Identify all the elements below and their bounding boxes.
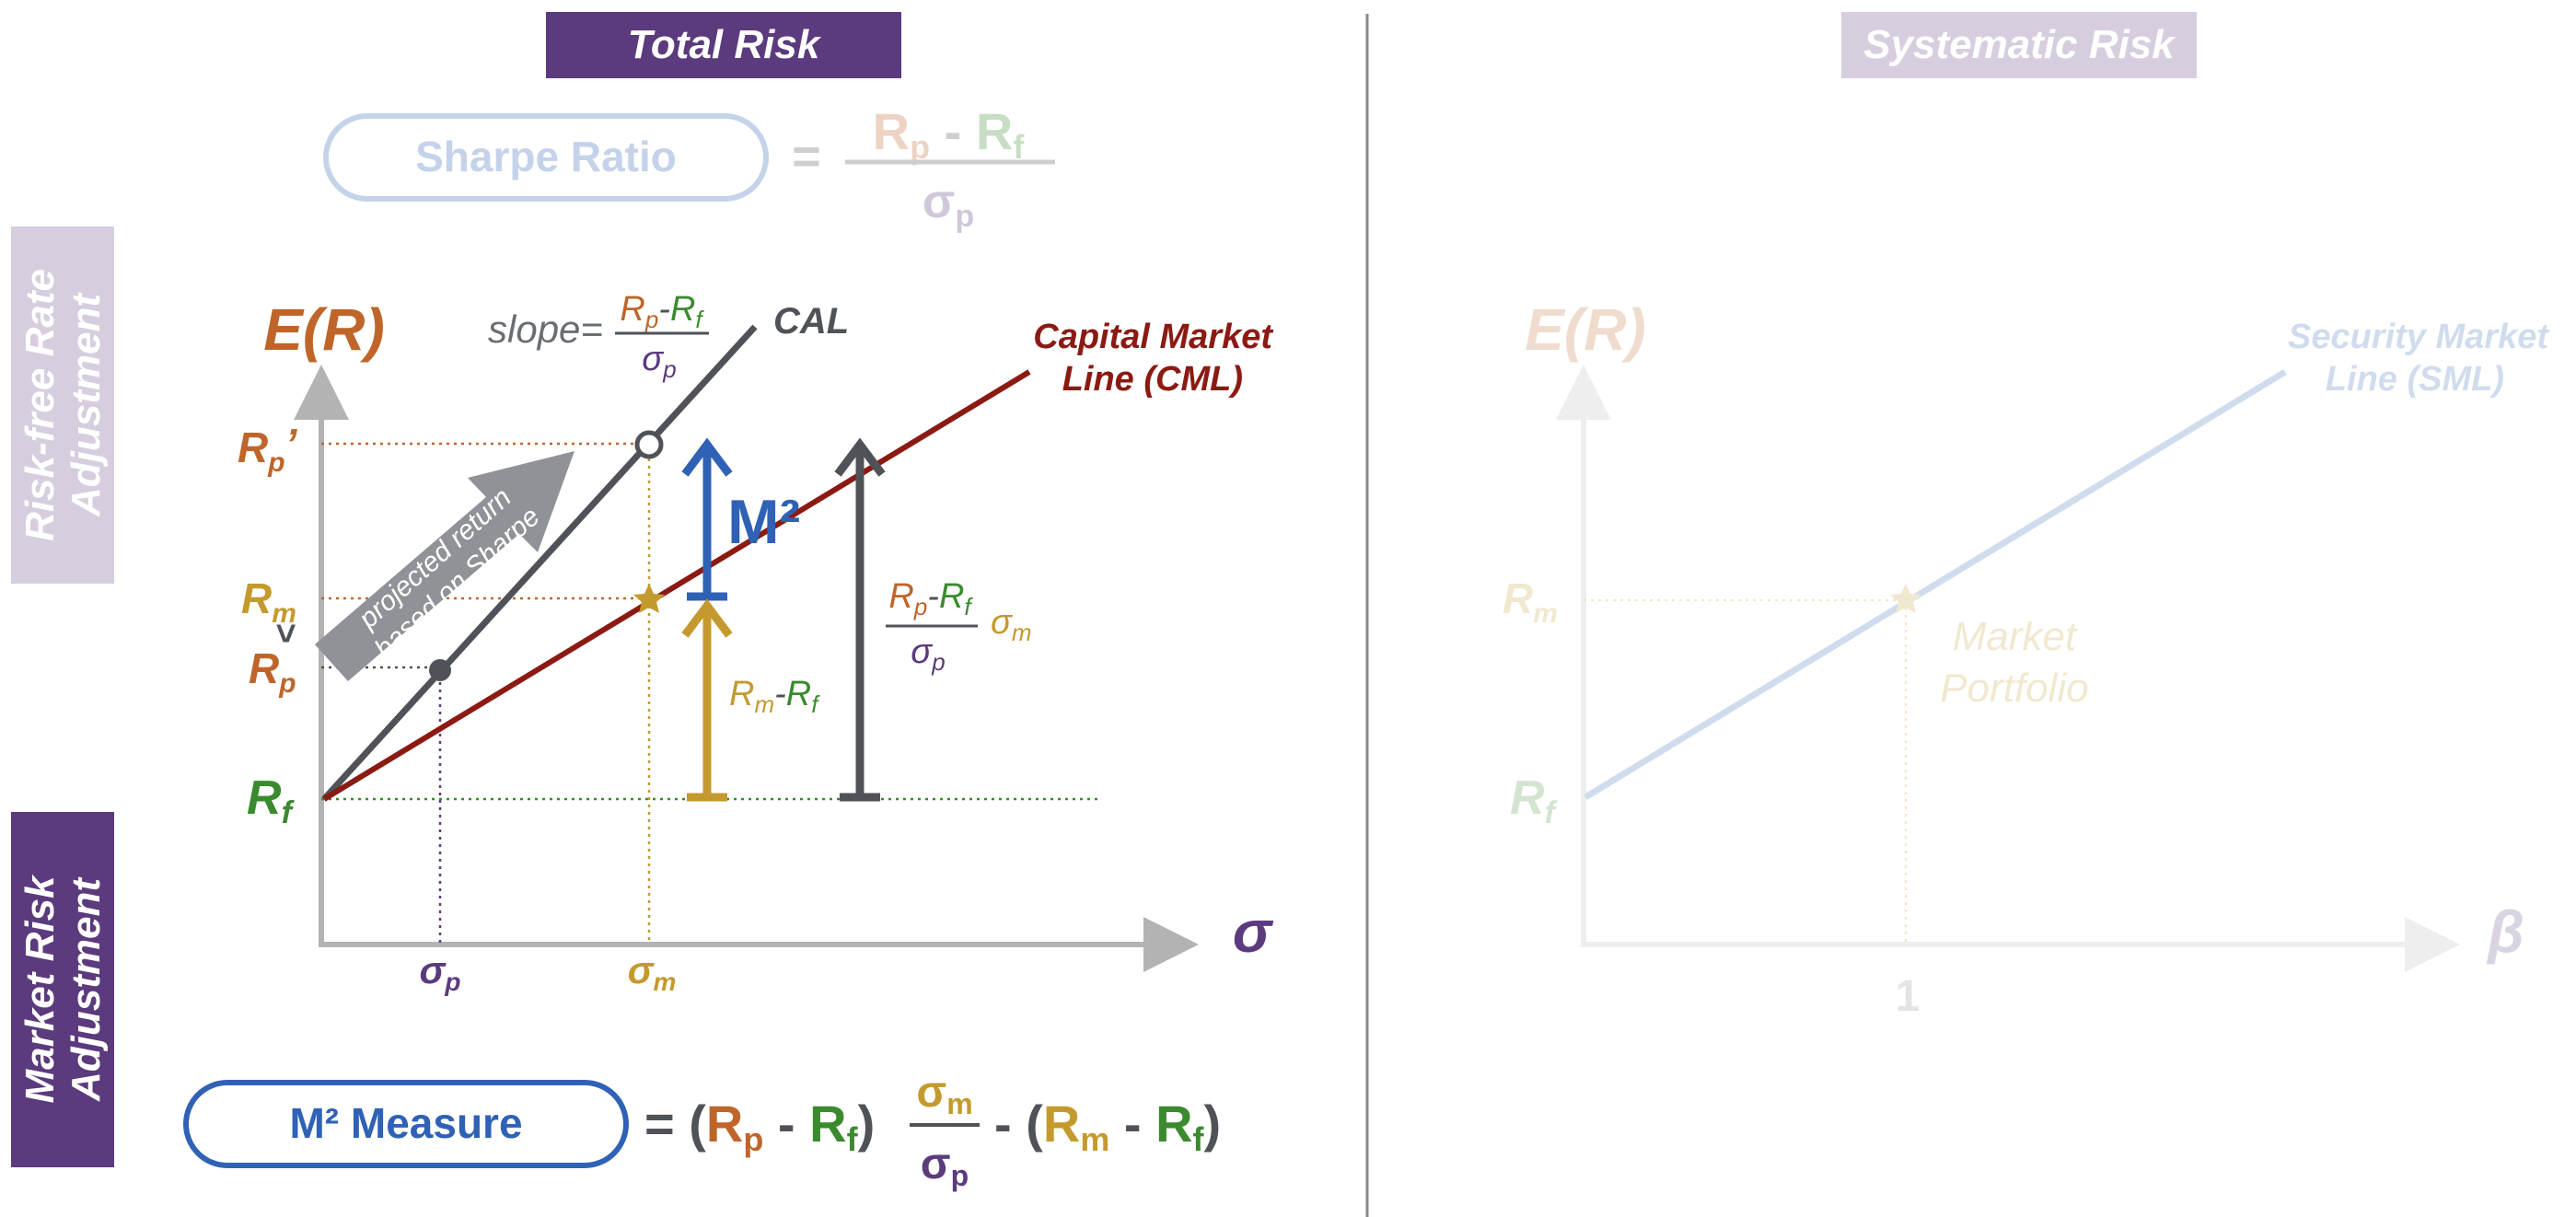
risk-free-adjustment-label: Risk-free RateAdjustment	[17, 269, 109, 541]
right-beta-one-tick: 1	[1896, 972, 1920, 1021]
sharpe-sigma-arrow-head	[834, 437, 886, 477]
capital-market-line	[322, 369, 1031, 802]
m2-measure-pill	[183, 1080, 629, 1168]
m2-formula-fraction-den: σp	[921, 1140, 969, 1192]
right-rf-tick: Rf	[1510, 771, 1559, 830]
sharpe-numerator: Rp - Rf	[873, 102, 1026, 166]
m2-formula-left: = (Rp - Rf)	[644, 1095, 875, 1158]
rm-tick: Rm	[241, 574, 296, 629]
greater-than-sign: >	[266, 623, 305, 643]
left-x-axis-label: σ	[1233, 898, 1274, 965]
rm-rf-arrow-head	[681, 598, 733, 638]
rm-rf-label: Rm-Rf	[729, 675, 820, 718]
right-y-axis-label: E(R)	[1525, 296, 1646, 363]
sharpe-ratio-label: Sharpe Ratio	[415, 133, 677, 180]
rf-tick: Rf	[247, 771, 296, 830]
m2-label: M²	[727, 487, 800, 557]
m2-formula-right: - (Rm - Rf)	[994, 1095, 1221, 1158]
sharpe-sigma-tail: σm	[991, 603, 1032, 646]
slope-numerator: Rp-Rf	[620, 290, 704, 333]
projected-return-arrow	[315, 451, 574, 681]
right-rm-tick: Rm	[1503, 574, 1558, 629]
cal-label: CAL	[773, 301, 849, 342]
m2-measure-label: M² Measure	[289, 1099, 522, 1147]
m2-arrow-head	[681, 437, 733, 477]
sharpe-ratio-pill	[323, 113, 769, 202]
cml-label: Capital Market Line (CML)	[1033, 318, 1273, 399]
sharpe-equals: =	[792, 129, 821, 184]
right-x-axis-label: β	[2486, 898, 2524, 965]
rp-tick: Rp	[249, 644, 296, 699]
left-y-axis-label: E(R)	[263, 296, 385, 363]
risk-free-adjustment-box	[11, 226, 114, 584]
sml-label: Security Market Line (SML)	[2288, 318, 2549, 399]
market-risk-adjustment-box	[11, 812, 114, 1167]
market-risk-adjustment-label: Market RiskAdjustment	[17, 874, 109, 1104]
total-risk-header: Total Risk	[628, 22, 822, 67]
sigma-p-tick: σp	[420, 948, 461, 996]
market-portfolio-star	[633, 584, 665, 613]
slope-denominator: σp	[642, 340, 676, 383]
total-risk-header-box	[546, 12, 901, 78]
systematic-risk-header-box	[1841, 12, 2197, 78]
sharpe-ratio-formula: Sharpe Ratio = Rp - Rf σp	[323, 102, 1055, 234]
sharpe-denominator: σp	[922, 175, 974, 234]
slope-prefix: slope=	[488, 307, 603, 351]
portfolio-p-point	[429, 659, 451, 681]
rp-prime-tick: Rp’	[238, 420, 298, 478]
capital-allocation-line	[321, 324, 758, 802]
sharpe-sigma-numerator: Rp-Rf	[888, 577, 973, 620]
market-portfolio-label: Market Portfolio	[1940, 614, 2088, 711]
m2-formula-fraction-num: σm	[916, 1068, 972, 1120]
right-market-portfolio-star	[1890, 584, 1921, 613]
sharpe-sigma-denominator: σp	[911, 632, 945, 676]
sigma-m-tick: σm	[628, 948, 677, 996]
systematic-risk-chart: E(R) β Rm Rf 1 Security Market Line (SML)…	[1503, 296, 2549, 1021]
security-market-line	[1584, 369, 2287, 800]
portfolio-p-prime-point	[634, 430, 664, 459]
systematic-risk-header: Systematic Risk	[1863, 22, 2176, 67]
